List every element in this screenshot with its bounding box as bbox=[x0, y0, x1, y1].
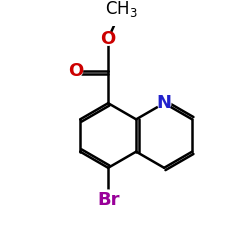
Circle shape bbox=[69, 64, 82, 78]
Text: Br: Br bbox=[97, 191, 120, 209]
Circle shape bbox=[158, 96, 171, 110]
Text: O: O bbox=[100, 30, 116, 48]
Circle shape bbox=[102, 32, 115, 45]
Circle shape bbox=[98, 190, 118, 210]
Circle shape bbox=[110, 0, 133, 20]
Text: CH$_3$: CH$_3$ bbox=[105, 0, 138, 19]
Text: N: N bbox=[157, 94, 172, 112]
Text: O: O bbox=[68, 62, 84, 80]
